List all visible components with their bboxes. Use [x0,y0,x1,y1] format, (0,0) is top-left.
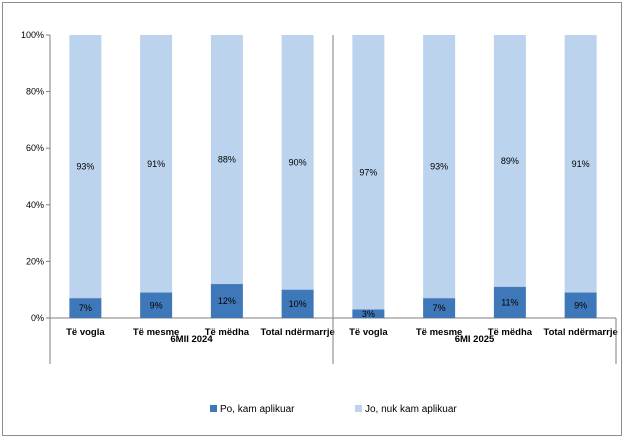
x-category-label: Të mëdha [205,327,250,338]
x-group-label: 6MI 2025 [455,334,495,345]
x-category-label: Të mesme [416,327,462,338]
data-label-jo: 97% [359,167,377,177]
y-tick-label: 60% [26,143,44,153]
x-category-label: Total ndërmarrje [260,327,334,338]
bar-jo-nuk-kam-aplikuar [140,35,173,293]
data-label-po: 12% [218,296,236,306]
x-category-label: Të vogla [66,327,105,338]
x-group-label: 6MII 2024 [170,334,213,345]
x-category-label: Total ndërmarrje [543,327,617,338]
bar-jo-nuk-kam-aplikuar [564,35,597,293]
legend-swatch [210,405,217,412]
data-label-jo: 89% [501,156,519,166]
bar-jo-nuk-kam-aplikuar [493,35,526,287]
bar-jo-nuk-kam-aplikuar [352,35,385,310]
bar-po-kam-aplikuar [140,292,173,318]
legend-swatch [355,405,362,412]
x-category-label: Të mesme [133,327,179,338]
legend-label: Po, kam aplikuar [220,404,295,415]
bar-po-kam-aplikuar [352,309,385,318]
data-label-po: 9% [574,300,587,310]
legend-label: Jo, nuk kam aplikuar [365,404,457,415]
y-tick-label: 40% [26,200,44,210]
bar-po-kam-aplikuar [210,284,243,318]
y-tick-label: 0% [31,313,44,323]
bar-po-kam-aplikuar [69,298,102,318]
bar-po-kam-aplikuar [423,298,456,318]
bar-po-kam-aplikuar [493,286,526,318]
bar-jo-nuk-kam-aplikuar [210,35,243,285]
data-label-jo: 93% [430,162,448,172]
bar-po-kam-aplikuar [281,289,314,318]
bar-jo-nuk-kam-aplikuar [69,35,102,299]
y-tick-label: 80% [26,87,44,97]
bar-po-kam-aplikuar [564,292,597,318]
data-label-jo: 90% [289,157,307,167]
bar-jo-nuk-kam-aplikuar [281,35,314,290]
data-label-po: 3% [362,309,375,319]
x-category-label: Të vogla [349,327,388,338]
bar-jo-nuk-kam-aplikuar [423,35,456,299]
data-label-po: 7% [433,303,446,313]
data-label-po: 7% [79,303,92,313]
y-tick-label: 100% [21,30,44,40]
data-label-po: 10% [289,299,307,309]
data-label-jo: 93% [76,162,94,172]
data-label-po: 9% [150,300,163,310]
data-label-jo: 91% [572,159,590,169]
data-label-jo: 91% [147,159,165,169]
y-tick-label: 20% [26,256,44,266]
data-label-jo: 88% [218,155,236,165]
x-category-label: Të mëdha [488,327,533,338]
data-label-po: 11% [501,297,518,307]
